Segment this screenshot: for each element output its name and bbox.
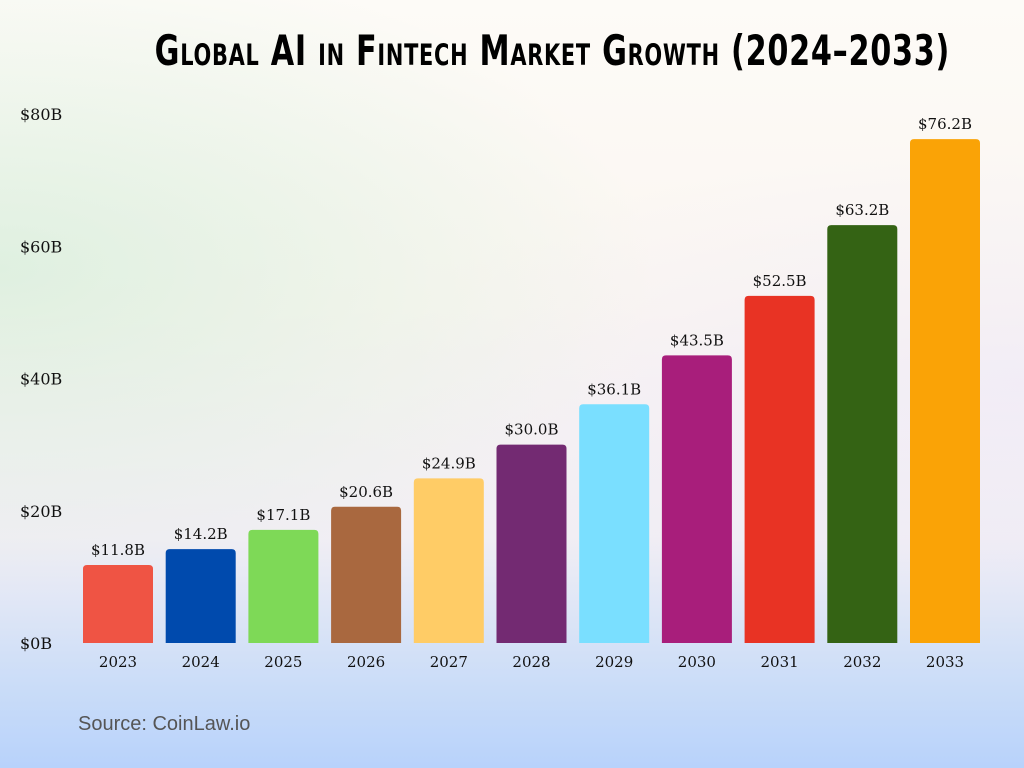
bar-2025: [248, 529, 319, 643]
x-tick-label: 2033: [926, 653, 964, 671]
y-tick-label: $60B: [20, 237, 62, 256]
data-label: $52.5B: [753, 272, 807, 290]
data-label: $76.2B: [918, 115, 972, 133]
data-label: $30.0B: [505, 421, 559, 439]
bar-2023: [83, 564, 153, 643]
chart-title: Global AI in Fintech Market Growth (2024…: [0, 26, 1024, 75]
bar-2029: [579, 404, 650, 643]
bar-2033: [910, 139, 980, 643]
data-label: $63.2B: [835, 201, 889, 219]
y-tick-label: $0B: [20, 634, 52, 653]
y-tick-label: $80B: [20, 105, 62, 124]
data-label: $24.9B: [422, 454, 476, 472]
bar-2028: [496, 444, 567, 643]
y-tick-label: $40B: [20, 370, 62, 389]
bar-2032: [827, 225, 898, 643]
x-tick-label: 2031: [761, 653, 799, 671]
chart-title-text: Global AI in Fintech Market Growth (2024…: [154, 26, 951, 75]
bar-2027: [413, 478, 484, 643]
x-tick-label: 2028: [512, 653, 550, 671]
x-tick-label: 2024: [182, 653, 220, 671]
data-label: $43.5B: [670, 331, 724, 349]
x-tick-label: 2025: [264, 653, 302, 671]
data-label: $17.1B: [256, 506, 310, 524]
data-label: $11.8B: [91, 541, 145, 559]
x-tick-label: 2023: [99, 653, 137, 671]
y-tick-label: $20B: [20, 502, 62, 521]
data-label: $36.1B: [587, 380, 641, 398]
x-tick-label: 2030: [678, 653, 716, 671]
bar-2030: [661, 355, 732, 643]
bar-2024: [165, 549, 236, 643]
x-tick-label: 2029: [595, 653, 633, 671]
bar-2031: [744, 295, 815, 643]
bar-2026: [331, 506, 402, 643]
data-label: $20.6B: [339, 483, 393, 501]
x-tick-label: 2032: [843, 653, 881, 671]
x-tick-label: 2027: [430, 653, 468, 671]
source-note: Source: CoinLaw.io: [78, 713, 251, 735]
data-label: $14.2B: [174, 525, 228, 543]
x-tick-label: 2026: [347, 653, 385, 671]
